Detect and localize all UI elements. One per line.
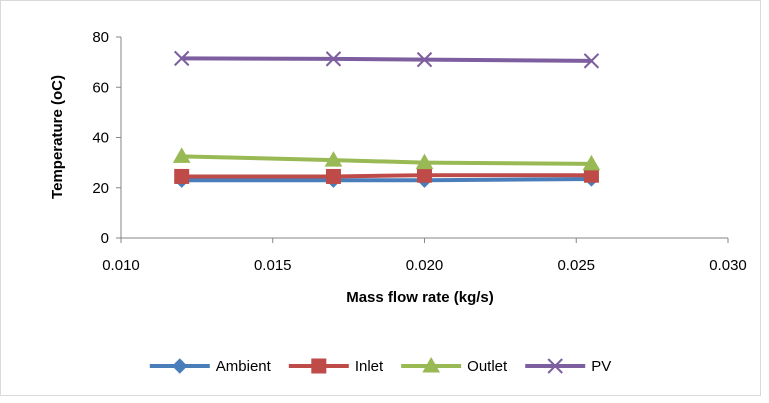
outlet-series [172, 147, 601, 171]
y-axis-title: Temperature (oC) [49, 75, 66, 199]
legend-marker-inlet [311, 358, 327, 374]
outlet-point [172, 147, 191, 163]
legend-marker-pv [547, 358, 563, 374]
x-tick-label: 0.015 [254, 257, 292, 274]
legend-label-outlet: Outlet [467, 358, 508, 375]
y-tick-label: 0 [101, 230, 109, 247]
inlet-series [174, 167, 599, 184]
legend-item-ambient: Ambient [149, 358, 272, 375]
legend-marker-ambient [172, 358, 188, 374]
legend: Ambient Inlet Outlet PV [149, 356, 611, 375]
ambient-line [181, 176, 592, 183]
pv-series [173, 50, 600, 69]
outlet-point [582, 154, 601, 171]
y-tick-label: 20 [92, 180, 109, 197]
legend-item-outlet: Outlet [401, 356, 508, 375]
outlet-line [181, 154, 592, 166]
inlet-point [325, 168, 341, 184]
chart-frame [0, 0, 761, 396]
legend-label-pv: PV [591, 358, 611, 375]
x-tick-label: 0.020 [406, 257, 444, 274]
x-axis-title: Mass flow rate (kg/s) [346, 289, 494, 306]
y-tick-label: 40 [92, 130, 109, 147]
inlet-line [181, 173, 592, 179]
x-tick-label: 0.010 [102, 257, 140, 274]
x-tick-label: 0.025 [557, 257, 595, 274]
outlet-point [415, 153, 434, 170]
pv-point [173, 50, 190, 67]
pv-line [181, 56, 592, 63]
legend-label-ambient: Ambient [216, 358, 272, 375]
legend-item-inlet: Inlet [288, 358, 384, 375]
y-tick-label: 60 [92, 79, 109, 96]
y-tick-label: 80 [92, 29, 109, 46]
pv-point [416, 51, 433, 68]
pv-point [583, 53, 600, 69]
legend-marker-outlet [422, 356, 441, 373]
inlet-point [417, 167, 432, 183]
legend-item-pv: PV [525, 358, 611, 375]
pv-point [325, 51, 342, 67]
axes: 0 20 40 60 80 0.010 0.015 0.020 0.025 0.030 [92, 29, 746, 274]
legend-label-inlet: Inlet [355, 358, 384, 375]
plot-area [172, 50, 601, 188]
inlet-point [174, 168, 190, 184]
x-tick-label: 0.030 [709, 257, 747, 274]
outlet-point [324, 151, 343, 167]
